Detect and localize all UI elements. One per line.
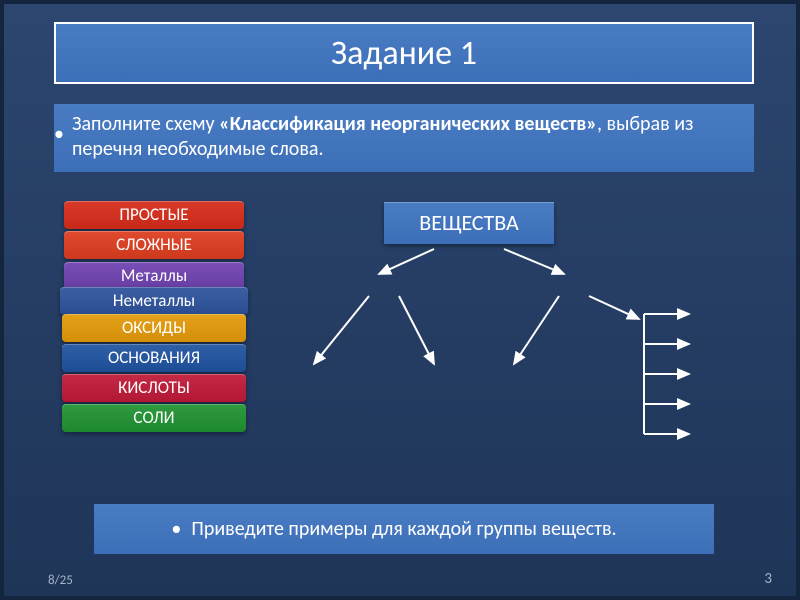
slide-number: 3 xyxy=(764,570,772,588)
bullet-icon: • xyxy=(171,517,181,541)
footer-text: Приведите примеры для каждой группы веще… xyxy=(191,517,616,541)
draggable-tag[interactable]: СОЛИ xyxy=(62,404,246,432)
draggable-tag[interactable]: СЛОЖНЫЕ xyxy=(64,231,244,259)
draggable-tag[interactable]: Металлы xyxy=(64,262,244,290)
draggable-tag[interactable]: ОСНОВАНИЯ xyxy=(62,344,246,372)
draggable-tag[interactable]: КИСЛОТЫ xyxy=(62,374,246,402)
draggable-tag[interactable]: ПРОСТЫЕ xyxy=(64,201,244,229)
date-stamp: 8/25 xyxy=(48,573,73,588)
draggable-tag[interactable]: Неметаллы xyxy=(60,287,248,315)
footer-box: • Приведите примеры для каждой группы ве… xyxy=(94,504,714,554)
instruction-box: • Заполните схему «Классификация неорган… xyxy=(54,104,754,172)
title-box: Задание 1 xyxy=(54,22,754,84)
slide-title: Задание 1 xyxy=(331,33,477,74)
root-node[interactable]: ВЕЩЕСТВА xyxy=(384,202,554,244)
bullet-icon: • xyxy=(54,122,64,147)
draggable-tag[interactable]: ОКСИДЫ xyxy=(62,314,246,342)
slide: Задание 1 • Заполните схему «Классификац… xyxy=(0,0,800,600)
instruction-bold: «Классификация неорганических веществ» xyxy=(219,112,597,136)
instruction-prefix: Заполните схему xyxy=(72,112,219,136)
